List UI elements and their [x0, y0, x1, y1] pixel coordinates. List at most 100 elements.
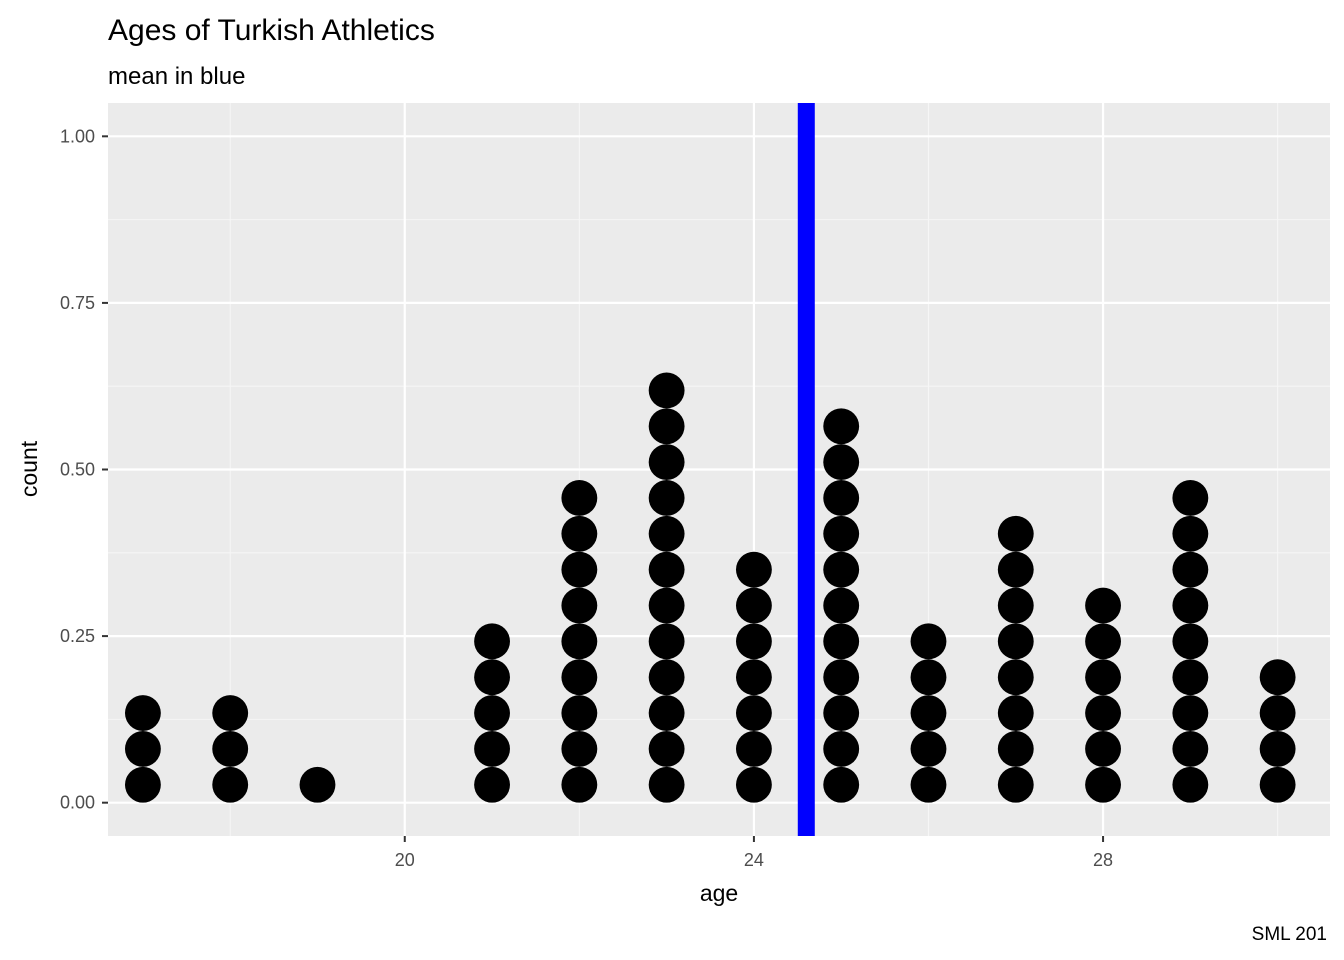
data-dot — [1259, 766, 1296, 803]
y-axis: 0.00 0.25 0.50 0.75 1.00 — [60, 126, 108, 813]
data-dot — [474, 659, 510, 696]
data-dot — [1172, 623, 1209, 660]
data-dot — [997, 587, 1034, 624]
data-dot — [997, 623, 1034, 660]
data-dot — [910, 623, 947, 660]
data-dot — [823, 766, 860, 803]
data-dot — [910, 730, 947, 767]
data-dot — [997, 515, 1034, 552]
data-dot — [1172, 480, 1209, 516]
data-dot — [561, 659, 598, 696]
data-dot — [1259, 730, 1296, 767]
data-dot — [561, 730, 598, 767]
data-dot — [1085, 730, 1121, 767]
dots — [124, 372, 1296, 803]
data-dot — [997, 730, 1034, 767]
data-dot — [561, 695, 598, 731]
y-tick-label: 0.75 — [60, 293, 95, 313]
data-dot — [648, 623, 685, 660]
data-dot — [997, 695, 1034, 731]
chart-title: Ages of Turkish Athletics — [108, 14, 435, 47]
data-dot — [124, 730, 161, 767]
data-dot — [1172, 695, 1209, 731]
data-dot — [823, 515, 860, 552]
data-dot — [1172, 551, 1209, 588]
data-dot — [1172, 730, 1209, 767]
data-dot — [474, 766, 510, 803]
data-dot — [997, 551, 1034, 588]
data-dot — [1259, 659, 1296, 696]
data-dot — [823, 730, 860, 767]
data-dot — [561, 766, 598, 803]
y-tick-label: 1.00 — [60, 126, 95, 146]
data-dot — [823, 623, 860, 660]
data-dot — [648, 695, 685, 731]
x-tick-label: 20 — [395, 850, 415, 870]
data-dot — [1172, 587, 1209, 624]
x-axis-title: age — [700, 880, 738, 906]
data-dot — [1085, 587, 1121, 624]
data-dot — [561, 480, 598, 516]
data-dot — [648, 766, 685, 803]
data-dot — [735, 659, 772, 696]
y-tick-label: 0.00 — [60, 793, 95, 813]
data-dot — [997, 659, 1034, 696]
data-dot — [561, 515, 598, 552]
data-dot — [1085, 623, 1121, 660]
data-dot — [648, 551, 685, 588]
data-dot — [823, 408, 860, 445]
data-dot — [735, 551, 772, 588]
data-dot — [823, 695, 860, 731]
x-tick-label: 28 — [1093, 850, 1113, 870]
y-tick-label: 0.50 — [60, 460, 95, 480]
chart-caption: SML 201 — [1252, 924, 1327, 945]
data-dot — [1085, 766, 1121, 803]
data-dot — [212, 766, 249, 803]
data-dot — [561, 623, 598, 660]
data-dot — [474, 623, 510, 660]
data-dot — [1172, 766, 1209, 803]
data-dot — [823, 551, 860, 588]
data-dot — [212, 730, 249, 767]
data-dot — [474, 695, 510, 731]
data-dot — [1259, 695, 1296, 731]
x-tick-label: 24 — [744, 850, 764, 870]
data-dot — [1085, 659, 1121, 696]
data-dot — [910, 695, 947, 731]
data-dot — [561, 551, 598, 588]
data-dot — [212, 695, 249, 731]
data-dot — [735, 695, 772, 731]
data-dot — [735, 587, 772, 624]
data-dot — [735, 623, 772, 660]
data-dot — [648, 408, 685, 445]
data-dot — [910, 766, 947, 803]
data-dot — [735, 730, 772, 767]
data-dot — [648, 480, 685, 516]
data-dot — [561, 587, 598, 624]
data-dot — [735, 766, 772, 803]
data-dot — [823, 587, 860, 624]
data-dot — [823, 480, 860, 516]
data-dot — [648, 372, 685, 409]
data-dot — [648, 659, 685, 696]
data-dot — [1085, 695, 1121, 731]
data-dot — [648, 730, 685, 767]
data-dot — [648, 444, 685, 481]
data-dot — [474, 730, 510, 767]
y-axis-title: count — [16, 440, 42, 497]
data-dot — [299, 766, 336, 803]
data-dot — [823, 659, 860, 696]
data-dot — [124, 695, 161, 731]
data-dot — [997, 766, 1034, 803]
data-dot — [910, 659, 947, 696]
data-dot — [823, 444, 860, 481]
data-dot — [1172, 515, 1209, 552]
data-dot — [124, 766, 161, 803]
data-dot — [648, 587, 685, 624]
chart-subtitle: mean in blue — [108, 63, 245, 90]
y-tick-label: 0.25 — [60, 626, 95, 646]
data-dot — [1172, 659, 1209, 696]
data-dot — [648, 515, 685, 552]
x-axis: 20 24 28 — [395, 836, 1113, 870]
